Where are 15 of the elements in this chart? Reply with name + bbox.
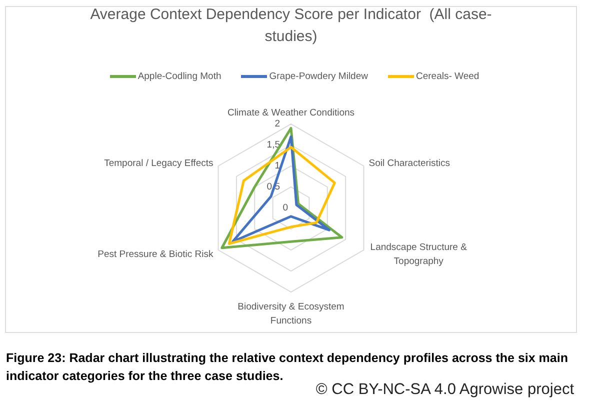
- y-tick-label: 0: [282, 202, 288, 214]
- caption: Figure 23: Radar chart illustrating the relative context dependency profiles across the six main indicator categories for the three case studies.: [6, 351, 568, 383]
- spoke-label: Soil Characteristics: [368, 158, 450, 169]
- chart-title: Average Context Dependency Score per Indicator (All case-studies): [89, 5, 493, 47]
- spoke-label: Landscape Structure & Topography: [370, 242, 468, 267]
- spoke-label: Temporal / Legacy Effects: [104, 158, 214, 169]
- y-tick-label: 2: [274, 118, 280, 130]
- spoke-label: Climate & Weather Conditions: [227, 108, 355, 118]
- legend-label: Apple-Codling Moth: [138, 70, 222, 82]
- spoke-label: Biodiversity & Ecosystem Functions: [238, 302, 344, 326]
- y-tick-label: 1: [274, 160, 280, 172]
- legend-label: Grape-Powdery Mildew: [269, 70, 368, 82]
- spoke-label: Pest Pressure & Biotic Risk: [98, 249, 214, 260]
- text: © CC BY-NC-SA 4.0 Agrowise project: [316, 381, 574, 398]
- legend-label: Cereals- Weed: [416, 70, 480, 82]
